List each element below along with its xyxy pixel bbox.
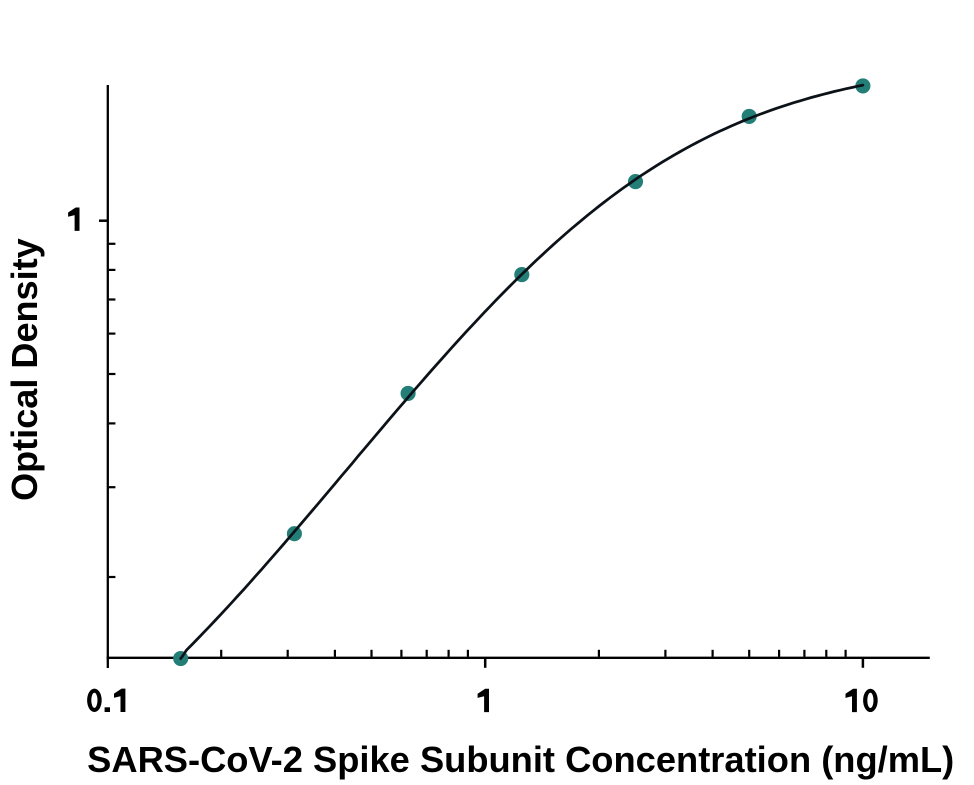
svg-text:SARS-CoV-2 Spike Subunit Conce: SARS-CoV-2 Spike Subunit Concentration (…: [87, 739, 954, 780]
svg-text:Optical Density: Optical Density: [4, 238, 45, 501]
